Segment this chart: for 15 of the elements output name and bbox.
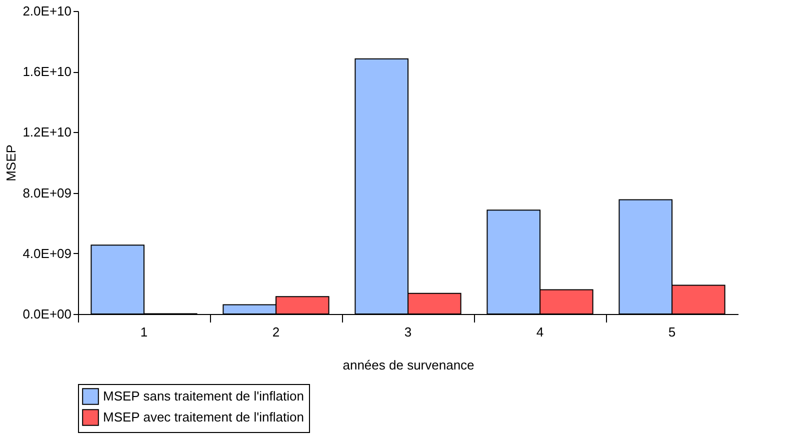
y-tick-label: 0.0E+00 bbox=[22, 306, 72, 322]
legend-label: MSEP sans traitement de l'inflation bbox=[103, 388, 304, 404]
x-tick-label: 4 bbox=[536, 324, 544, 340]
x-tick-label: 5 bbox=[668, 324, 676, 340]
x-tick-label: 1 bbox=[140, 324, 148, 340]
y-axis-title: MSEP bbox=[4, 144, 19, 182]
x-axis-title: années de survenance bbox=[342, 358, 474, 372]
y-tick-label: 2.0E+10 bbox=[22, 4, 72, 18]
y-tick-label: 1.6E+10 bbox=[22, 64, 72, 80]
y-tick-label: 4.0E+09 bbox=[22, 246, 72, 261]
x-tick-label: 3 bbox=[404, 324, 412, 340]
y-tick-label: 8.0E+09 bbox=[22, 185, 72, 200]
legend-label: MSEP avec traitement de l'inflation bbox=[103, 410, 304, 424]
y-tick-label: 1.2E+10 bbox=[22, 124, 72, 140]
x-tick-label: 2 bbox=[272, 324, 280, 340]
